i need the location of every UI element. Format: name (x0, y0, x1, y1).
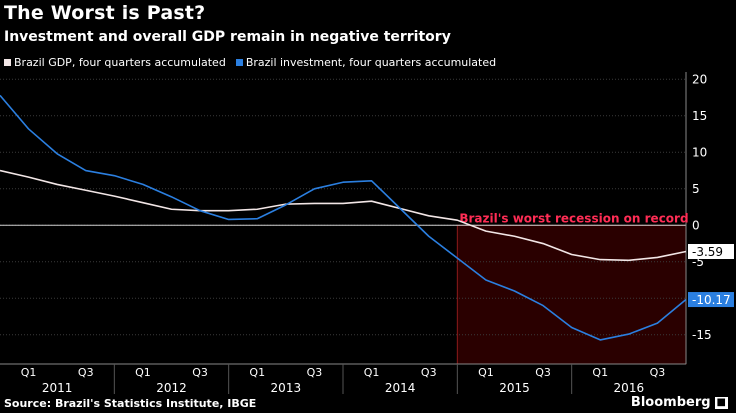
x-tick-label: Q1 (21, 366, 37, 379)
gdp-end-label-box (688, 244, 734, 260)
legend-swatch-gdp (4, 59, 11, 66)
year-label: 2011 (42, 381, 73, 395)
legend-swatch-investment (235, 59, 243, 66)
recession-region (456, 224, 687, 365)
brand-name: Bloomberg (630, 395, 711, 410)
y-tick-label: -15 (692, 328, 712, 342)
x-tick-label: Q3 (535, 366, 551, 379)
legend-label-gdp: Brazil GDP, four quarters accumulated (14, 56, 226, 69)
investment-end-label-text: -10.17 (692, 293, 731, 307)
gdp-line (0, 169, 687, 262)
x-tick-label: Q3 (650, 366, 666, 379)
y-tick-label: -5 (692, 255, 704, 269)
x-tick-label: Q1 (249, 366, 265, 379)
x-tick-label: Q1 (592, 366, 608, 379)
x-tick-label: Q3 (307, 366, 323, 379)
x-tick-label: Q3 (78, 366, 94, 379)
chart-title: The Worst is Past? (4, 2, 206, 24)
legend-item-investment: Brazil investment, four quarters accumul… (235, 56, 497, 69)
legend-label-investment: Brazil investment, four quarters accumul… (245, 56, 497, 69)
y-tick-label: 10 (692, 145, 707, 159)
recession-annotation: Brazil's worst recession on record (459, 211, 688, 225)
chart-subtitle: Investment and overall GDP remain in neg… (4, 29, 451, 45)
y-tick-label: 15 (692, 109, 707, 123)
year-label: 2012 (156, 381, 187, 395)
year-label: 2014 (385, 381, 416, 395)
x-tick-label: Q1 (364, 366, 380, 379)
x-tick-label: Q1 (478, 366, 494, 379)
x-tick-label: Q3 (421, 366, 437, 379)
legend: Brazil GDP, four quarters accumulated Br… (4, 56, 496, 69)
brand-logo: Bloomberg ■ (631, 395, 728, 410)
y-tick-label: 0 (692, 218, 700, 232)
source-note: Source: Brazil's Statistics Institute, I… (4, 397, 257, 410)
investment-line (0, 94, 687, 341)
year-label: 2013 (271, 381, 302, 395)
investment-end-label-box (688, 292, 734, 308)
x-tick-label: Q1 (135, 366, 151, 379)
year-label: 2016 (614, 381, 645, 395)
investment-end-label: -10.17 (688, 292, 734, 308)
y-tick-label: 5 (692, 182, 700, 196)
bloomberg-logo-icon: ■ (714, 396, 728, 409)
y-tick-label: 20 (692, 72, 707, 86)
gdp-end-label-text: -3.59 (692, 245, 723, 259)
x-tick-label: Q3 (192, 366, 208, 379)
year-label: 2015 (499, 381, 530, 395)
gdp-end-label: -3.59 (688, 244, 734, 260)
legend-item-gdp: Brazil GDP, four quarters accumulated (4, 56, 226, 69)
